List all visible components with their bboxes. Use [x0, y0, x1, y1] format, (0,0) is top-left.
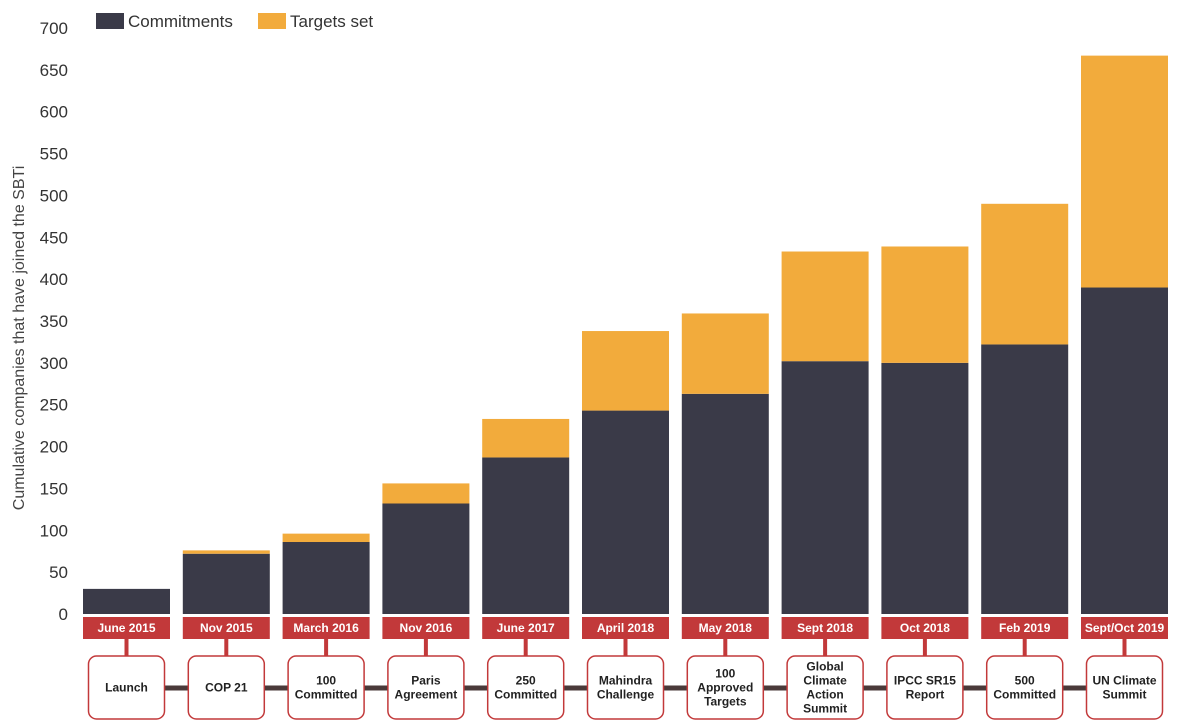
event-label: 250 Committed: [494, 674, 557, 702]
y-tick-label: 600: [40, 103, 68, 122]
event-label: UN Climate Summit: [1092, 674, 1156, 702]
date-label: June 2017: [497, 621, 555, 635]
y-axis-label: Cumulative companies that have joined th…: [11, 166, 28, 510]
date-tag: [681, 617, 769, 639]
y-tick-label: 650: [40, 61, 68, 80]
date-label: March 2016: [293, 621, 359, 635]
bar-targets-set: [1081, 55, 1168, 288]
date-tag: [482, 617, 570, 639]
event-box: [686, 655, 765, 720]
bar-commitments: [1081, 287, 1168, 614]
event-box: [287, 655, 365, 720]
date-label: Nov 2015: [200, 621, 253, 635]
date-tag: [781, 617, 869, 639]
bar-targets-set: [482, 418, 570, 458]
date-label: April 2018: [597, 621, 655, 635]
bar-commitments: [781, 361, 869, 614]
y-tick-label: 700: [40, 19, 68, 38]
legend-label-targets-set: Targets set: [290, 12, 373, 31]
event-box: [985, 655, 1064, 720]
date-label: May 2018: [699, 621, 753, 635]
bar-commitments: [282, 542, 370, 614]
legend-swatch-targets-set: [258, 13, 286, 29]
y-tick-label: 350: [40, 312, 68, 331]
y-tick-label: 100: [40, 521, 68, 540]
bar-targets-set: [781, 251, 869, 362]
date-tag: [83, 617, 170, 639]
bar-commitments: [681, 393, 769, 614]
bar-targets-set: [282, 533, 370, 543]
y-tick-label: 550: [40, 145, 68, 164]
date-tag: [182, 617, 270, 639]
y-tick-label: 50: [49, 563, 68, 582]
event-box: [1085, 655, 1164, 720]
event-label: 100 Committed: [295, 674, 358, 702]
event-box: [786, 655, 864, 720]
bar-commitments: [582, 410, 669, 614]
event-box: [586, 655, 665, 720]
bar-targets-set: [582, 331, 669, 411]
event-label: COP 21: [205, 681, 248, 695]
date-tag: [1081, 617, 1168, 639]
date-tag: [582, 617, 669, 639]
y-tick-label: 500: [40, 186, 68, 205]
legend: Commitments Targets set: [96, 12, 373, 31]
date-label: June 2015: [97, 621, 155, 635]
bar-commitments: [482, 457, 570, 614]
bar-commitments: [981, 344, 1069, 614]
date-label: Oct 2018: [900, 621, 950, 635]
bar-targets-set: [981, 203, 1069, 345]
date-label: Nov 2016: [400, 621, 453, 635]
bar-commitments: [83, 588, 170, 614]
event-box: [886, 655, 964, 720]
event-label: Paris Agreement: [395, 674, 458, 702]
bar-targets-set: [382, 483, 470, 504]
date-label: Sept/Oct 2019: [1085, 621, 1165, 635]
event-box: [187, 655, 266, 720]
y-tick-label: 150: [40, 479, 68, 498]
legend-label-commitments: Commitments: [128, 12, 233, 31]
y-tick-label: 200: [40, 438, 68, 457]
event-label: Global Climate Action Summit: [803, 660, 847, 716]
y-tick-label: 400: [40, 270, 68, 289]
event-label: IPCC SR15 Report: [894, 674, 956, 702]
date-label: Sept 2018: [797, 621, 853, 635]
bar-commitments: [382, 503, 470, 614]
date-tag: [881, 617, 969, 639]
date-tag: [382, 617, 470, 639]
bars: [83, 55, 1168, 614]
event-box: [486, 655, 565, 720]
date-tag: [282, 617, 370, 639]
timeline: June 2015 Launch Nov 2015 COP 21 March 2016 1…: [83, 617, 1168, 720]
bar-targets-set: [182, 550, 270, 554]
event-label: Mahindra Challenge: [597, 674, 655, 702]
y-axis-ticks: 0 50 100 150 200 250 300 350 400 450 500 550 600 650 7…: [40, 19, 68, 624]
event-label: 100 Approved Targets: [697, 667, 753, 709]
event-box: [387, 655, 465, 720]
event-box: [87, 655, 166, 720]
legend-swatch-commitments: [96, 13, 124, 29]
y-tick-label: 0: [59, 605, 68, 624]
event-label: 500 Committed: [993, 674, 1056, 702]
event-label: Launch: [105, 681, 148, 695]
bar-targets-set: [681, 313, 769, 394]
y-tick-label: 250: [40, 396, 68, 415]
y-tick-label: 300: [40, 354, 68, 373]
date-tag: [981, 617, 1069, 639]
bar-commitments: [881, 362, 969, 614]
date-label: Feb 2019: [999, 621, 1051, 635]
bar-targets-set: [881, 246, 969, 363]
y-tick-label: 450: [40, 228, 68, 247]
bar-commitments: [182, 553, 270, 614]
